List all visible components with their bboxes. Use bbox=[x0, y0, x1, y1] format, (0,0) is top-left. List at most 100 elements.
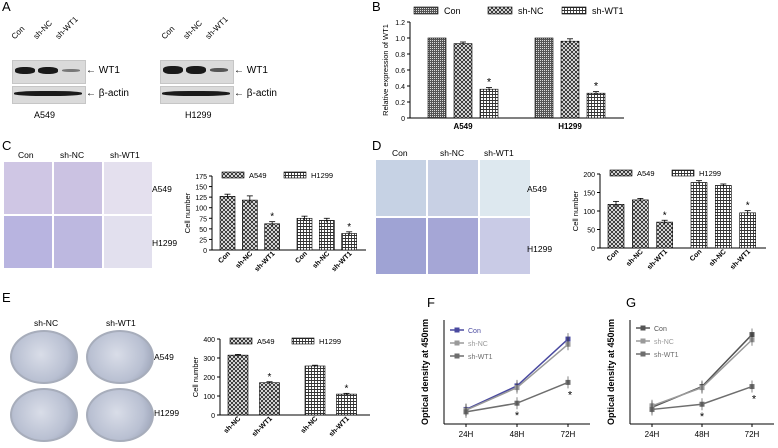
x-category-label: sh-WT1 bbox=[328, 415, 351, 438]
bar bbox=[632, 199, 649, 249]
significance-star: * bbox=[752, 394, 757, 406]
panel-b-letter: B bbox=[372, 0, 381, 14]
chart-c: A549 H1299 0 25 50 75 100 125 150 175 Cell number C… bbox=[183, 171, 366, 273]
bar bbox=[227, 354, 249, 416]
micrograph bbox=[480, 218, 530, 274]
legend-marker bbox=[454, 353, 460, 359]
x-category-label: sh-WT1 bbox=[331, 250, 354, 273]
x-category-label: A549 bbox=[453, 122, 473, 131]
bar bbox=[219, 195, 236, 251]
row-label: H1299 bbox=[152, 238, 178, 248]
y-axis-label: Optical density at 450nm bbox=[606, 319, 616, 425]
x-category-label: sh-WT1 bbox=[646, 248, 669, 271]
wt1-band bbox=[62, 69, 80, 72]
actin-band bbox=[14, 91, 82, 96]
significance-star: * bbox=[347, 222, 351, 233]
legend-label: sh-NC bbox=[468, 341, 488, 348]
legend-swatch bbox=[487, 6, 513, 15]
y-tick-label: 200 bbox=[583, 172, 595, 179]
bar bbox=[586, 92, 606, 119]
y-tick-label: 100 bbox=[583, 209, 595, 216]
x-category-label: sh-NC bbox=[223, 415, 243, 435]
bar bbox=[319, 220, 335, 251]
chart-d: A549 H1299 0 50 100 150 200 Cell number Con sh-NC… bbox=[571, 169, 766, 271]
chart-e: A549 H1299 0 100 200 300 400 Cell number sh-NC * s… bbox=[191, 337, 370, 438]
x-category-label: sh-WT1 bbox=[254, 250, 277, 273]
bar bbox=[304, 365, 326, 416]
column-label: sh-WT1 bbox=[484, 148, 514, 158]
x-category-label: sh-WT1 bbox=[729, 248, 752, 271]
y-tick-label: 125 bbox=[195, 195, 207, 202]
legend-label: A549 bbox=[249, 171, 267, 180]
wt1-label: WT1 bbox=[246, 65, 268, 76]
lane-label: sh-WT1 bbox=[53, 14, 80, 41]
colony-dish bbox=[10, 330, 78, 384]
legend-marker bbox=[640, 338, 646, 344]
micrograph bbox=[104, 162, 152, 214]
legend-swatch bbox=[291, 337, 315, 345]
y-tick-label: 0.6 bbox=[395, 68, 405, 75]
legend-label: A549 bbox=[637, 169, 655, 178]
chart-b: Con sh-NC sh-WT1 0 0.2 0.4 0.6 0.8 1.0 1.2 Relativ… bbox=[381, 6, 624, 131]
bar bbox=[336, 393, 357, 416]
panel-c-letter: C bbox=[2, 138, 12, 153]
actin-band bbox=[162, 91, 230, 96]
legend-label: sh-NC bbox=[654, 339, 674, 346]
bar bbox=[259, 382, 280, 416]
y-tick-label: 1.2 bbox=[395, 20, 405, 27]
x-category-label: sh-NC bbox=[312, 250, 332, 270]
y-tick-label: 0 bbox=[211, 413, 215, 420]
bar bbox=[656, 221, 673, 249]
micrograph bbox=[4, 162, 52, 214]
legend-label: H1299 bbox=[699, 169, 721, 178]
legend-swatch bbox=[609, 169, 633, 177]
x-tick-label: 24H bbox=[459, 430, 474, 439]
bar bbox=[534, 37, 554, 119]
y-axis-label: Cell number bbox=[191, 356, 200, 397]
y-tick-label: 75 bbox=[199, 216, 207, 223]
cell-line-label: A549 bbox=[34, 110, 56, 120]
arrow-label-actin: ← β-actin bbox=[234, 88, 277, 99]
x-tick-label: 48H bbox=[695, 430, 710, 439]
significance-star: * bbox=[270, 212, 274, 223]
legend-marker bbox=[454, 340, 460, 346]
y-axis-label: Optical density at 450nm bbox=[420, 319, 430, 425]
wt1-band bbox=[210, 68, 228, 72]
significance-star: * bbox=[746, 201, 750, 212]
bar bbox=[242, 199, 258, 251]
column-label: sh-NC bbox=[60, 150, 85, 160]
y-tick-label: 0.2 bbox=[395, 100, 405, 107]
micrograph bbox=[428, 218, 478, 274]
x-category-label: sh-NC bbox=[235, 250, 255, 270]
arrow-label-wt1: ← WT1 bbox=[234, 65, 268, 76]
legend-label: H1299 bbox=[319, 337, 341, 346]
significance-star: * bbox=[487, 77, 492, 89]
bar bbox=[479, 88, 499, 119]
x-tick-label: 72H bbox=[745, 430, 760, 439]
column-label: sh-WT1 bbox=[106, 318, 136, 328]
chart-f: Optical density at 450nm 24H 48H 72H Con sh-N… bbox=[420, 319, 590, 439]
micrograph bbox=[4, 216, 52, 268]
x-category-label: Con bbox=[606, 248, 621, 263]
bar bbox=[739, 212, 756, 249]
significance-star: * bbox=[268, 372, 272, 383]
legend-label: A549 bbox=[257, 337, 275, 346]
legend-label: Con bbox=[468, 328, 481, 335]
legend-swatch bbox=[229, 337, 253, 345]
significance-star: * bbox=[568, 389, 573, 401]
legend-label: Con bbox=[654, 326, 667, 333]
bar bbox=[715, 185, 732, 249]
row-label: A549 bbox=[152, 184, 172, 194]
row-label: H1299 bbox=[154, 408, 180, 418]
panel-f-letter: F bbox=[427, 295, 435, 310]
legend-marker bbox=[454, 327, 460, 333]
x-category-label: sh-WT1 bbox=[251, 415, 274, 438]
y-tick-label: 300 bbox=[203, 356, 215, 363]
bar bbox=[607, 204, 625, 249]
y-tick-label: 1.0 bbox=[395, 36, 405, 43]
colony-dish bbox=[86, 330, 154, 384]
panel-e-letter: E bbox=[2, 290, 11, 305]
lane-label: Con bbox=[9, 24, 27, 41]
bar bbox=[453, 43, 473, 119]
legend-swatch bbox=[561, 6, 587, 15]
